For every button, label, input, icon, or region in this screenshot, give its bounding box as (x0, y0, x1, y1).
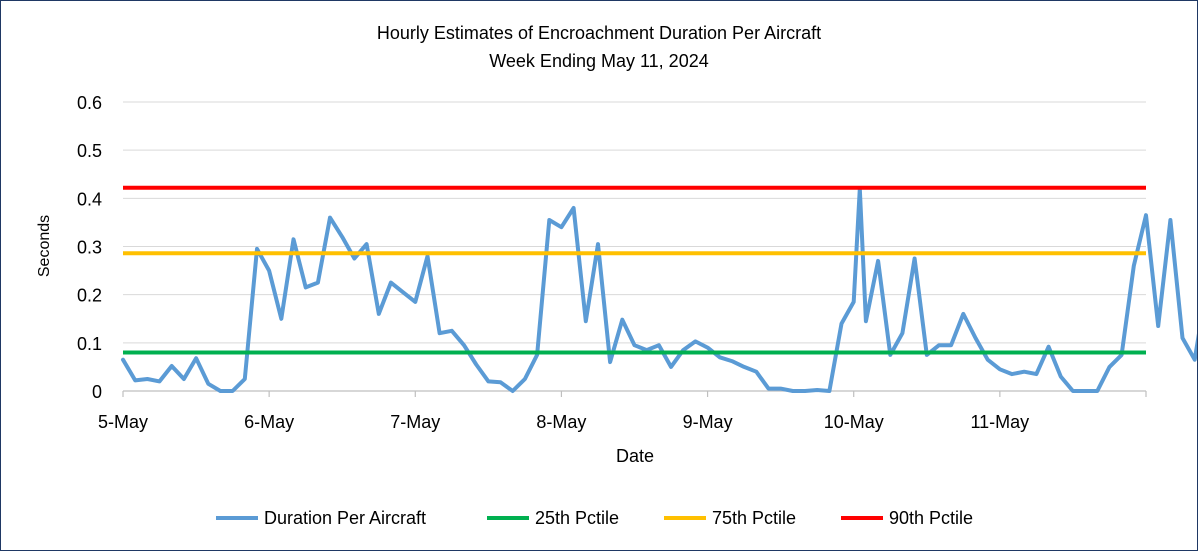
reference-lines (123, 185, 1146, 355)
series-lines (121, 186, 1198, 393)
y-tick-label: 0.5 (77, 141, 102, 161)
chart-title: Hourly Estimates of Encroachment Duratio… (377, 23, 821, 43)
y-tick-label: 0.4 (77, 189, 102, 209)
series-line-duration-per-aircraft (121, 186, 1198, 393)
x-axis-label: Date (616, 446, 654, 466)
x-tick-label: 8-May (536, 412, 586, 432)
y-tick-label: 0.6 (77, 93, 102, 113)
x-tick-label: 6-May (244, 412, 294, 432)
x-tick-label: 11-May (971, 412, 1030, 432)
legend-label: 25th Pctile (535, 508, 619, 528)
y-tick-label: 0 (92, 382, 102, 402)
y-axis-label: Seconds (36, 215, 53, 277)
legend-label: 75th Pctile (712, 508, 796, 528)
x-tick-label: 7-May (390, 412, 440, 432)
x-tick-label: 10-May (824, 412, 884, 432)
chart-subtitle: Week Ending May 11, 2024 (489, 51, 708, 71)
y-tick-label: 0.2 (77, 286, 102, 306)
x-tick-label: 9-May (683, 412, 733, 432)
x-axis: 5-May 6-May 7-May 8-May 9-May 10-May 11-May (98, 390, 1147, 432)
legend-label: Duration Per Aircraft (264, 508, 426, 528)
y-tick-label: 0.3 (77, 238, 102, 258)
y-tick-label: 0.1 (77, 334, 102, 354)
legend-label: 90th Pctile (889, 508, 973, 528)
legend: Duration Per Aircraft 25th Pctile 75th Pct… (216, 508, 973, 528)
x-tick-label: 5-May (98, 412, 148, 432)
y-axis-ticks: 0 0.1 0.2 0.3 0.4 0.5 0.6 (77, 93, 102, 402)
